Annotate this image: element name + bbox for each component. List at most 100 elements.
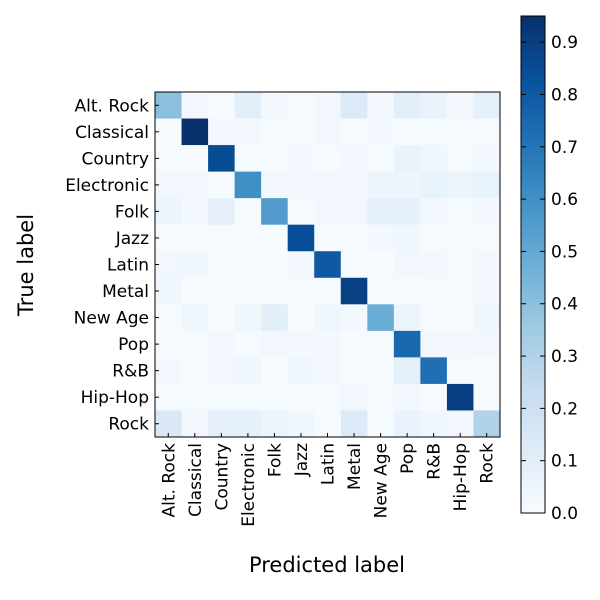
heatmap-cell	[181, 357, 209, 385]
colorbar-tick-label: 0.3	[551, 347, 578, 367]
heatmap-cell	[420, 224, 448, 252]
heatmap-cell	[234, 92, 262, 119]
heatmap-cell	[208, 171, 236, 199]
heatmap-cell	[261, 410, 289, 438]
heatmap-cell	[473, 145, 501, 173]
heatmap-cell	[473, 118, 501, 146]
colorbar-tick-label: 0.2	[551, 399, 578, 419]
heatmap-cell	[261, 198, 289, 226]
heatmap-cell	[473, 410, 501, 438]
heatmap-cell	[287, 383, 315, 411]
x-tick-label: Folk	[265, 443, 285, 477]
heatmap-cell	[287, 304, 315, 332]
heatmap-cell	[446, 304, 474, 332]
heatmap-cell	[314, 198, 342, 226]
heatmap-cell	[314, 383, 342, 411]
heatmap-cell	[340, 357, 368, 385]
x-tick-label: Jazz	[292, 443, 312, 477]
y-tick-label: Rock	[108, 415, 149, 435]
heatmap-cell	[287, 118, 315, 146]
heatmap-cell	[181, 145, 209, 173]
heatmap-cell	[340, 277, 368, 305]
heatmap-cell	[340, 92, 368, 119]
heatmap-cell	[393, 277, 421, 305]
y-tick-label: Metal	[102, 282, 149, 302]
y-tick-label: Jazz	[115, 229, 149, 249]
heatmap-cell	[367, 277, 395, 305]
heatmap-cell	[287, 171, 315, 199]
heatmap-cell	[234, 118, 262, 146]
heatmap-cell	[234, 383, 262, 411]
heatmap-cell	[234, 277, 262, 305]
heatmap-cell	[314, 357, 342, 385]
x-tick-label: Pop	[398, 443, 418, 474]
y-tick-label: Country	[81, 149, 149, 169]
colorbar-tick-label: 0.9	[551, 33, 578, 53]
heatmap-cell	[420, 171, 448, 199]
heatmap-cell	[340, 198, 368, 226]
heatmap-cell	[261, 330, 289, 358]
heatmap-cell	[287, 198, 315, 226]
heatmap-cell	[287, 92, 315, 119]
y-tick-label: Classical	[75, 123, 149, 143]
heatmap-cell	[261, 277, 289, 305]
heatmap-cell	[181, 383, 209, 411]
x-tick-label: Alt. Rock	[159, 443, 179, 518]
heatmap-cell	[446, 198, 474, 226]
heatmap-cell	[420, 92, 448, 119]
heatmap-cell	[208, 304, 236, 332]
heatmap-cell	[314, 277, 342, 305]
heatmap-cell	[287, 251, 315, 279]
heatmap-cell	[420, 145, 448, 173]
x-tick-label: Rock	[478, 443, 498, 484]
heatmap-cell	[420, 410, 448, 438]
heatmap-cell	[208, 330, 236, 358]
heatmap-cell	[393, 118, 421, 146]
heatmap-cell	[446, 330, 474, 358]
heatmap-cell	[181, 171, 209, 199]
heatmap-cell	[234, 251, 262, 279]
y-tick-label: Pop	[118, 335, 149, 355]
x-tick-label: Hip-Hop	[451, 443, 471, 511]
heatmap-cell	[420, 251, 448, 279]
colorbar-tick-label: 0.0	[551, 504, 578, 524]
heatmap-cells	[155, 92, 501, 438]
heatmap-cell	[155, 92, 182, 119]
heatmap-cell	[234, 410, 262, 438]
heatmap-cell	[393, 357, 421, 385]
x-tick-label: Metal	[345, 443, 365, 490]
heatmap-cell	[393, 145, 421, 173]
heatmap-cell	[234, 330, 262, 358]
x-tick-label: Electronic	[239, 443, 259, 527]
heatmap-cell	[234, 357, 262, 385]
heatmap-cell	[155, 118, 182, 146]
y-tick-label: R&B	[112, 362, 149, 382]
colorbar-tick-label: 0.5	[551, 242, 578, 262]
heatmap-cell	[155, 198, 182, 226]
y-tick-label: Folk	[115, 202, 149, 222]
heatmap-cell	[261, 224, 289, 252]
y-tick-label: Latin	[107, 256, 149, 276]
colorbar-tick-label: 0.4	[551, 295, 578, 315]
heatmap-cell	[261, 304, 289, 332]
heatmap-cell	[261, 251, 289, 279]
heatmap-cell	[446, 171, 474, 199]
heatmap-cell	[208, 92, 236, 119]
y-axis-title: True label	[14, 214, 38, 317]
heatmap-cell	[287, 277, 315, 305]
heatmap-cell	[181, 92, 209, 119]
heatmap-cell	[181, 224, 209, 252]
heatmap-cell	[314, 171, 342, 199]
heatmap-cell	[446, 251, 474, 279]
heatmap-cell	[420, 118, 448, 146]
heatmap-cell	[393, 304, 421, 332]
heatmap-cell	[473, 198, 501, 226]
heatmap-cell	[420, 198, 448, 226]
heatmap-cell	[367, 410, 395, 438]
heatmap-cell	[367, 357, 395, 385]
x-tick-label: Country	[212, 443, 232, 511]
heatmap-cell	[340, 145, 368, 173]
x-tick-label: New Age	[372, 443, 392, 518]
heatmap-cell	[261, 383, 289, 411]
